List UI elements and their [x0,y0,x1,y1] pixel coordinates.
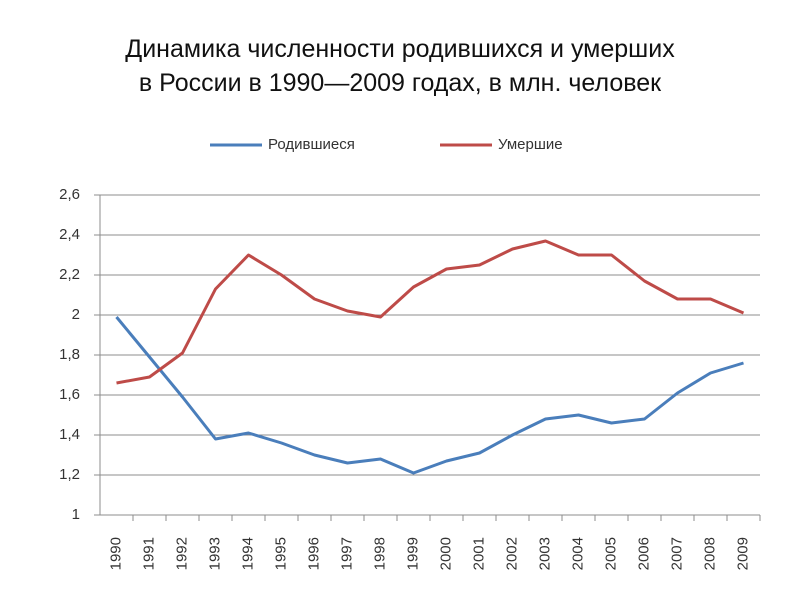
x-tick-label: 2006 [635,537,652,570]
legend-label: Родившиеся [268,136,355,153]
series-line [116,239,745,385]
x-tick-label: 1999 [404,537,421,570]
x-tick-label: 1991 [140,537,157,570]
y-tick-label: 2 [72,306,80,323]
y-tick-label: 1 [72,506,80,523]
x-tick-label: 2007 [668,537,685,570]
x-tick-label: 1994 [239,537,256,570]
title-line: в России в 1990—2009 годах, в млн. челов… [138,69,662,97]
x-tick-label: 2009 [734,537,751,570]
x-tick-label: 2000 [437,537,454,570]
title-line: Динамика численности родившихся и умерши… [125,35,675,63]
x-tick-label: 2003 [536,537,553,570]
y-tick-label: 2,4 [59,226,80,243]
x-tick-label: 2004 [569,537,586,570]
x-tick-label: 1992 [173,537,190,570]
series-line [115,316,744,475]
chart-title: Динамика численности родившихся и умерши… [0,32,800,100]
y-tick-label: 1,6 [59,386,80,403]
y-tick-label: 2,2 [59,266,80,283]
x-tick-label: 2005 [602,537,619,570]
y-tick-label: 1,8 [59,346,80,363]
y-tick-label: 1,2 [59,466,80,483]
x-tick-label: 2008 [701,537,718,570]
x-tick-label: 1997 [338,537,355,570]
x-tick-label: 1996 [305,537,322,570]
y-tick-label: 2,6 [59,186,80,203]
x-tick-label: 1990 [107,537,124,570]
x-tick-label: 1998 [371,537,388,570]
x-tick-label: 1993 [206,537,223,570]
legend-label: Умершие [498,136,563,153]
x-tick-label: 1995 [272,537,289,570]
x-tick-label: 2002 [503,537,520,570]
y-tick-label: 1,4 [59,426,80,443]
x-tick-label: 2001 [470,537,487,570]
